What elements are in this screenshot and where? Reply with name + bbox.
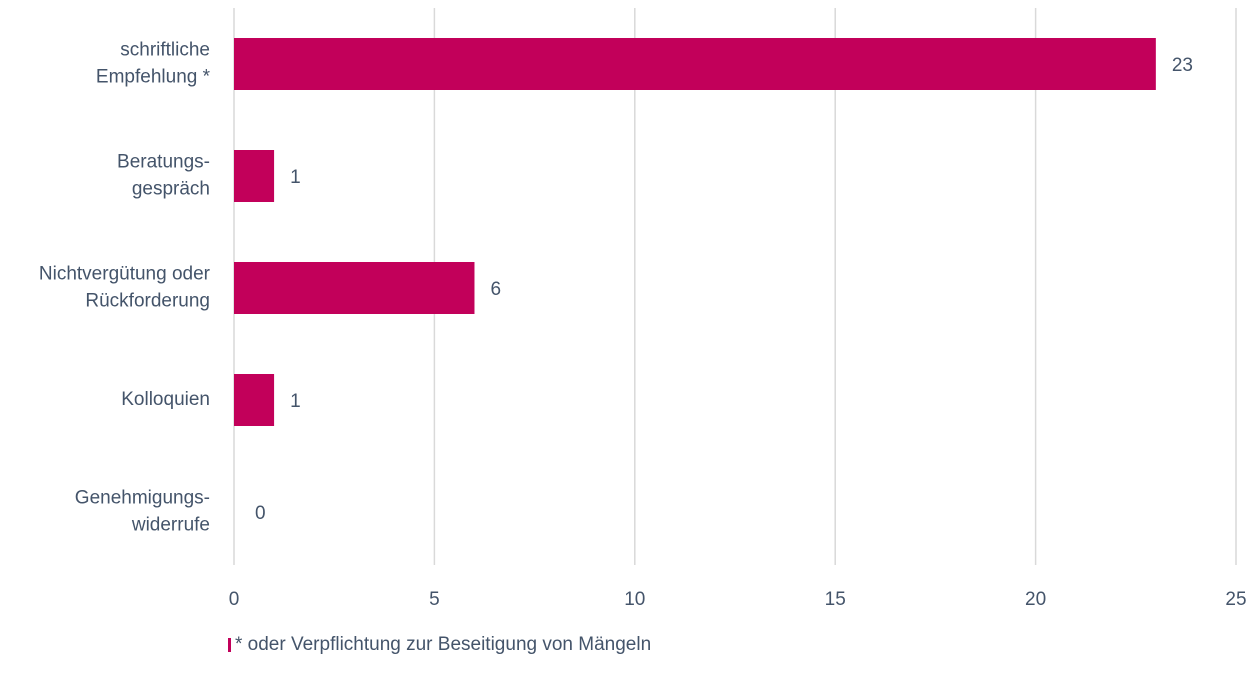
x-tick-label: 10 <box>624 589 645 610</box>
legend-swatch <box>228 638 231 652</box>
bar <box>234 374 275 426</box>
data-label: 0 <box>255 503 266 524</box>
data-label: 1 <box>290 167 301 188</box>
data-label: 23 <box>1172 55 1193 76</box>
x-tick-label: 5 <box>429 589 440 610</box>
y-tick-label: widerrufe <box>131 515 210 536</box>
y-tick-label: Nichtvergütung oder <box>39 264 211 285</box>
bar <box>234 262 475 314</box>
legend-label: * oder Verpflichtung zur Beseitigung von… <box>235 634 651 655</box>
data-label: 1 <box>290 391 301 412</box>
data-label: 6 <box>490 279 501 300</box>
y-tick-label: Beratungs- <box>117 152 210 173</box>
y-tick-label: Kolloquien <box>121 389 210 410</box>
x-tick-label: 20 <box>1025 589 1046 610</box>
y-tick-label: Genehmigungs- <box>75 488 210 509</box>
y-tick-label: schriftliche <box>120 40 210 61</box>
x-tick-label: 15 <box>825 589 846 610</box>
y-tick-label: Empfehlung * <box>96 67 211 88</box>
y-tick-label: Rückforderung <box>85 291 210 312</box>
x-tick-label: 25 <box>1225 589 1246 610</box>
x-tick-label: 0 <box>229 589 240 610</box>
y-tick-label: gespräch <box>132 179 210 200</box>
bar <box>234 38 1156 90</box>
bar <box>234 150 275 202</box>
